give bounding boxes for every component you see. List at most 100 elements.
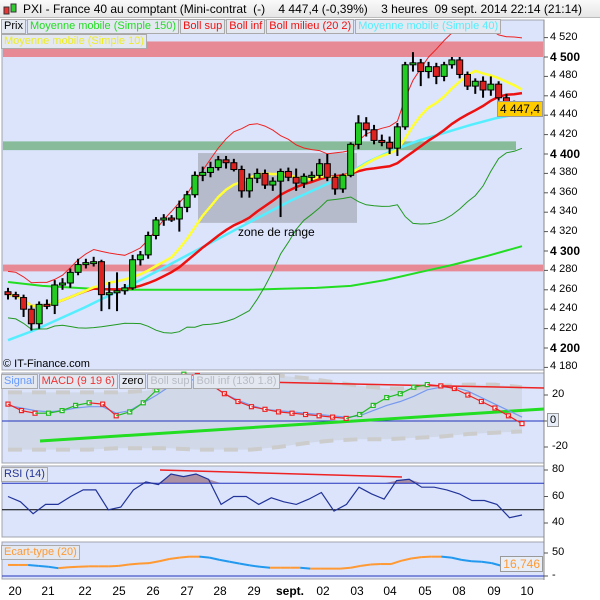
candle — [74, 258, 82, 276]
candlestick-icon — [3, 3, 17, 15]
legend-main-item-4[interactable]: Boll milieu (20 2) — [266, 19, 355, 34]
std-segment — [491, 562, 503, 567]
candle — [199, 166, 207, 182]
candle-body — [495, 83, 503, 99]
legend-main-item-6[interactable]: Moyenne mobile (Simple 10) — [1, 34, 148, 49]
rsi-tick-label: 40 — [552, 516, 565, 528]
legend-main-item-0[interactable]: Prix — [1, 19, 26, 34]
legend-main-item-1[interactable]: Moyenne mobile (Simple 150) — [26, 19, 180, 34]
candle-body — [456, 59, 464, 75]
candle — [222, 155, 230, 169]
candle — [440, 61, 448, 82]
chart-title: PXI - France 40 au comptant (Mini-contra… — [23, 2, 582, 16]
candle — [121, 283, 129, 295]
x-tick-label: 03 — [350, 584, 364, 598]
std-segment — [259, 565, 271, 569]
y-tick-label: 4 360 — [550, 185, 578, 198]
candle — [168, 215, 176, 222]
candle-body — [51, 284, 59, 306]
boll-sup-line — [7, 24, 523, 284]
candle-body — [261, 172, 269, 186]
legend-macd-item-3[interactable]: Boll sup — [147, 374, 193, 389]
legend-main-item-3[interactable]: Boll inf — [226, 19, 266, 34]
candle — [4, 287, 12, 300]
legend-std[interactable]: Ecart-type (20) — [1, 545, 80, 560]
candle-body — [339, 174, 347, 190]
y-tick-label: 4 400 — [550, 147, 581, 161]
candle-body — [393, 126, 401, 149]
candle-body — [66, 271, 74, 284]
x-tick-label: 22 — [78, 584, 92, 598]
candle-body — [440, 64, 448, 77]
candle-body — [300, 175, 308, 184]
candle-body — [206, 167, 214, 173]
std-segment — [411, 556, 422, 560]
candle-body — [292, 176, 300, 184]
macd-legend: Signal MACD (9 19 6) zero Boll sup Boll inf … — [1, 374, 281, 389]
candle — [331, 173, 339, 195]
std-tick-label: - — [552, 569, 556, 581]
boll-mid-line — [7, 91, 523, 308]
candle-body — [277, 170, 285, 182]
legend-macd-item-1[interactable]: MACD (9 19 6) — [38, 374, 118, 389]
candle — [206, 161, 214, 178]
candle — [370, 124, 378, 145]
panel-2 — [1, 465, 545, 538]
candle-body — [43, 303, 51, 307]
candle-body — [113, 290, 121, 294]
candle — [175, 200, 183, 232]
candle — [432, 62, 440, 85]
legend-main-item-5[interactable]: Moyenne mobile (Simple 40) — [355, 19, 502, 34]
legend-macd-item-2[interactable]: zero — [118, 374, 147, 389]
y-tick-label: 4 440 — [550, 108, 578, 121]
candle — [362, 117, 370, 137]
candle-body — [331, 176, 339, 190]
std-segment — [300, 566, 311, 570]
std-segment — [58, 566, 69, 570]
candle-body — [479, 80, 487, 91]
std-segment — [441, 555, 452, 559]
legend-macd-item-4[interactable]: Boll inf (130 1.8) — [193, 374, 280, 389]
x-tick-label: 28 — [213, 584, 227, 598]
candle-body — [35, 303, 43, 325]
y-tick-label: 4 220 — [550, 321, 578, 334]
x-tick-label: 10 — [520, 584, 534, 598]
legend-main-item-2[interactable]: Boll sup — [180, 19, 226, 34]
candle-body — [284, 170, 292, 178]
x-tick-label: sept. — [275, 584, 305, 598]
std-legend: Ecart-type (20) — [1, 545, 81, 560]
candle-body — [354, 122, 362, 145]
candle — [20, 294, 28, 317]
candle-body — [90, 261, 98, 265]
candle-body — [4, 291, 12, 296]
candle — [82, 258, 90, 269]
candle — [35, 301, 43, 329]
candle-body — [417, 62, 425, 73]
candle — [417, 58, 425, 87]
y-tick-label: 4 380 — [550, 166, 578, 179]
candle — [487, 76, 495, 96]
legend-macd-item-0[interactable]: Signal — [1, 374, 38, 389]
y-tick-label: 4 240 — [550, 302, 578, 315]
candle — [316, 158, 324, 179]
std-segment — [350, 564, 361, 569]
y-tick-label: 4 420 — [550, 127, 578, 140]
candle-body — [347, 143, 355, 176]
candle — [292, 168, 300, 191]
candle-body — [129, 259, 137, 289]
candle — [59, 278, 67, 290]
candle-body — [245, 177, 253, 192]
rsi-legend: RSI (14) — [1, 467, 49, 482]
candle — [97, 259, 105, 312]
candle-body — [144, 234, 152, 256]
zone-band — [3, 141, 516, 151]
candle-body — [471, 80, 479, 87]
main-legend: Prix Moyenne mobile (Simple 150) Boll sup B… — [1, 19, 531, 49]
candle — [66, 268, 74, 288]
legend-rsi[interactable]: RSI (14) — [1, 467, 48, 482]
title-bar: PXI - France 40 au comptant (Mini-contra… — [0, 0, 600, 18]
candle — [409, 52, 417, 72]
candle-body — [222, 159, 230, 164]
y-tick-label: 4 180 — [550, 360, 578, 373]
